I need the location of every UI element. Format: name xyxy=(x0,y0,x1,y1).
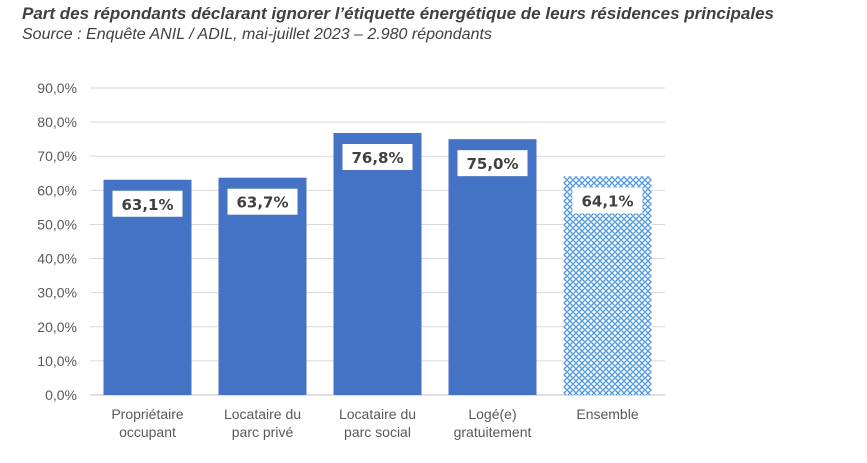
y-tick-label: 0,0% xyxy=(45,387,77,403)
y-tick-label: 60,0% xyxy=(37,182,77,198)
y-tick-label: 10,0% xyxy=(37,353,77,369)
data-label-box xyxy=(457,150,528,177)
data-label: 64,1% xyxy=(581,192,633,210)
data-label: 75,0% xyxy=(466,155,518,173)
y-tick-label: 80,0% xyxy=(37,114,77,130)
data-label-box xyxy=(227,188,298,215)
x-tick-label: Propriétaire xyxy=(111,406,184,422)
y-tick-label: 70,0% xyxy=(37,148,77,164)
data-label-box xyxy=(112,190,183,217)
chart-title: Part des répondants déclarant ignorer l’… xyxy=(22,4,775,23)
x-tick-label: Ensemble xyxy=(576,406,638,422)
bar xyxy=(333,133,422,395)
x-tick-label: Locataire du xyxy=(224,406,301,422)
data-label: 76,8% xyxy=(351,149,403,167)
x-tick-label: Logé(e) xyxy=(468,406,516,422)
y-tick-label: 40,0% xyxy=(37,251,77,267)
bar xyxy=(448,139,537,395)
data-label-box xyxy=(342,144,413,171)
y-tick-label: 20,0% xyxy=(37,319,77,335)
data-label-box xyxy=(572,187,643,214)
y-tick-label: 50,0% xyxy=(37,216,77,232)
x-tick-label: parc privé xyxy=(232,424,294,440)
y-tick-label: 90,0% xyxy=(37,80,77,96)
x-tick-label: parc social xyxy=(344,424,411,440)
x-tick-label: Locataire du xyxy=(339,406,416,422)
y-tick-label: 30,0% xyxy=(37,285,77,301)
data-label: 63,7% xyxy=(236,194,288,212)
data-label: 63,1% xyxy=(121,196,173,214)
x-tick-label: occupant xyxy=(119,424,176,440)
chart-subtitle: Source : Enquête ANIL / ADIL, mai-juille… xyxy=(22,26,492,43)
x-tick-label: gratuitement xyxy=(454,424,532,440)
